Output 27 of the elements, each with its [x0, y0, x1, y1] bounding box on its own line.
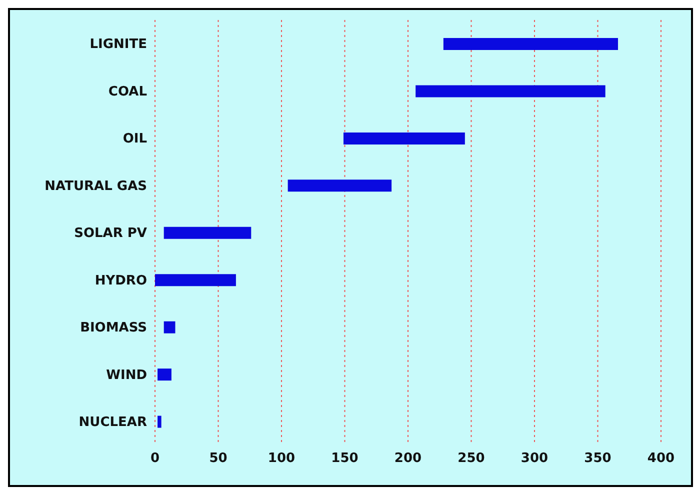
bar	[288, 180, 392, 192]
y-tick-label: COAL	[108, 84, 147, 100]
y-tick-label: WIND	[106, 368, 148, 383]
x-tick-label: 300	[520, 451, 548, 466]
bar	[158, 368, 172, 381]
y-tick-label: SOLAR PV	[74, 226, 147, 242]
bar	[164, 226, 252, 239]
x-tick-label: 200	[394, 451, 422, 466]
x-tick-label: 100	[268, 451, 296, 466]
x-tick-label: 50	[209, 451, 228, 466]
x-tick-label: 350	[584, 451, 612, 466]
bar	[158, 416, 162, 428]
bar	[443, 38, 618, 50]
x-tick-label: 250	[458, 451, 485, 466]
bar	[155, 274, 236, 286]
y-tick-label: BIOMASS	[80, 320, 147, 336]
x-tick-label: 0	[150, 451, 160, 466]
bar	[343, 132, 465, 144]
y-tick-label: OIL	[122, 132, 147, 147]
bar	[164, 321, 176, 334]
y-tick-label: NUCLEAR	[78, 415, 147, 430]
y-tick-label: NATURAL GAS	[44, 178, 147, 194]
x-tick-label: 400	[647, 451, 675, 466]
y-tick-label: LIGNITE	[90, 37, 147, 52]
bar	[416, 85, 606, 98]
y-tick-label: HYDRO	[94, 273, 147, 288]
x-tick-label: 150	[331, 451, 358, 466]
